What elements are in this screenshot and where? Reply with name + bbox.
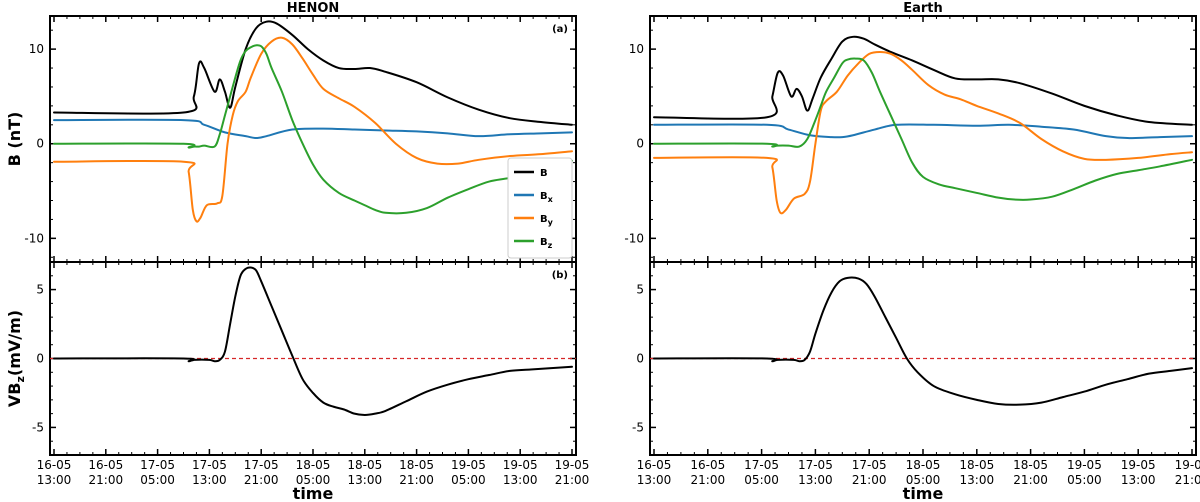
- x-tick-time: 05:00: [1067, 473, 1102, 487]
- x-tick-date: 19-05: [1067, 458, 1102, 472]
- x-tick-date: 16-05: [37, 458, 72, 472]
- x-tick-date: 18-05: [399, 458, 434, 472]
- y-tick-label: 0: [36, 352, 44, 366]
- series-line-b-panel-2: [653, 35, 1193, 126]
- x-tick-date: 16-05: [88, 458, 123, 472]
- series-line-bx-panel-0: [53, 118, 573, 140]
- x-tick-time: 21:00: [1013, 473, 1048, 487]
- series-line-bz-panel-0: [53, 44, 573, 215]
- earth-title: Earth: [903, 1, 943, 16]
- x-tick-date: 19-05: [1121, 458, 1156, 472]
- x-tick-date: 18-05: [347, 458, 382, 472]
- y-tick-label: -5: [632, 420, 644, 434]
- x-tick-date: 18-05: [959, 458, 994, 472]
- x-tick-time: 13:00: [192, 473, 227, 487]
- x-tick-time: 05:00: [744, 473, 779, 487]
- x-tick-time: 13:00: [503, 473, 538, 487]
- henon-title: HENON: [287, 1, 340, 16]
- x-tick-date: 16-05: [637, 458, 672, 472]
- y-tick-label: -10: [24, 231, 44, 245]
- series-line-by-panel-0: [53, 36, 573, 223]
- series-line-by-panel-2: [653, 50, 1193, 215]
- series-line-b-panel-0: [53, 20, 573, 126]
- b-axis-title: B (nT): [5, 112, 24, 167]
- legend-label-b: B: [540, 168, 548, 179]
- panel-label-b: (b): [552, 270, 568, 281]
- x-tick-time: 05:00: [296, 473, 331, 487]
- x-tick-time: 21:00: [244, 473, 279, 487]
- series-line-vbz-panel-3: [653, 276, 1193, 406]
- x-tick-time: 21:00: [1175, 473, 1200, 487]
- earth-time-axis-title: time: [903, 484, 944, 502]
- x-tick-time: 21:00: [691, 473, 726, 487]
- legend-label-bz: Bz: [540, 237, 553, 250]
- y-tick-label: 10: [629, 42, 644, 56]
- series-line-bz-panel-2: [653, 57, 1193, 201]
- x-tick-date: 17-05: [798, 458, 833, 472]
- y-tick-label: 0: [636, 137, 644, 151]
- x-tick-time: 21:00: [89, 473, 124, 487]
- earth-b-panel-frame: [649, 15, 1197, 263]
- x-tick-date: 18-05: [1013, 458, 1048, 472]
- x-tick-date: 18-05: [906, 458, 941, 472]
- y-tick-label: 5: [636, 283, 644, 297]
- y-tick-label: 0: [36, 137, 44, 151]
- legend-label-bx: Bx: [540, 191, 554, 204]
- y-tick-label: -10: [624, 231, 644, 245]
- x-tick-time: 05:00: [140, 473, 175, 487]
- y-tick-label: -5: [32, 420, 44, 434]
- x-tick-date: 17-05: [140, 458, 175, 472]
- vbz-axis-title: VBz(mV/m): [5, 310, 27, 407]
- x-tick-time: 13:00: [348, 473, 383, 487]
- x-tick-date: 19-05: [451, 458, 486, 472]
- x-tick-date: 17-05: [192, 458, 227, 472]
- legend-box: [507, 157, 573, 259]
- x-tick-date: 18-05: [296, 458, 331, 472]
- x-tick-date: 16-05: [690, 458, 725, 472]
- x-tick-time: 21:00: [555, 473, 590, 487]
- x-tick-date: 19-05: [555, 458, 590, 472]
- x-tick-time: 13:00: [960, 473, 995, 487]
- x-tick-date: 17-05: [744, 458, 779, 472]
- y-tick-label: 10: [29, 42, 44, 56]
- x-tick-time: 13:00: [1121, 473, 1156, 487]
- x-tick-time: 21:00: [852, 473, 887, 487]
- series-line-vbz-panel-1: [53, 266, 573, 417]
- x-tick-time: 13:00: [637, 473, 672, 487]
- x-tick-time: 05:00: [451, 473, 486, 487]
- x-tick-date: 19-05: [1175, 458, 1200, 472]
- y-tick-label: 5: [36, 283, 44, 297]
- panel-label-a: (a): [552, 24, 568, 35]
- x-tick-date: 17-05: [244, 458, 279, 472]
- x-tick-time: 13:00: [37, 473, 72, 487]
- y-tick-label: 0: [636, 352, 644, 366]
- x-tick-time: 05:00: [906, 473, 941, 487]
- chart-marks: -10010-50516-0513:0016-0521:0017-0505:00…: [24, 16, 1200, 487]
- legend: B Bx By Bz: [507, 157, 573, 259]
- x-tick-time: 21:00: [399, 473, 434, 487]
- series-line-bx-panel-2: [653, 123, 1193, 140]
- x-tick-date: 19-05: [503, 458, 538, 472]
- legend-label-by: By: [540, 214, 554, 227]
- x-tick-date: 17-05: [852, 458, 887, 472]
- x-tick-time: 13:00: [798, 473, 833, 487]
- henon-time-axis-title: time: [293, 484, 334, 502]
